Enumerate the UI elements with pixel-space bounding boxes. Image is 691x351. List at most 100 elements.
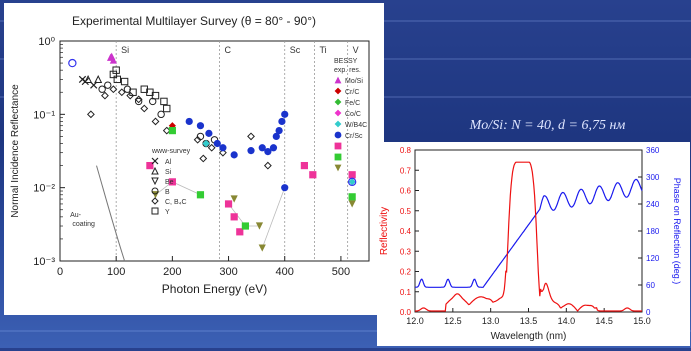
survey-legend-marker <box>151 197 159 205</box>
y2-tick-label: 0 <box>646 308 651 317</box>
data-point <box>230 213 238 221</box>
survey-point <box>149 97 157 106</box>
x-axis-label: Photon Energy (eV) <box>162 282 267 296</box>
data-point <box>278 117 286 126</box>
survey-point <box>84 75 93 84</box>
survey-legend-marker <box>151 177 159 186</box>
survey-legend-label: C, B₄C <box>165 199 187 206</box>
reflectivity-chart-panel: 12.0 12.5 13.0 13.5 14.0 14.5 15.0 Wavelength (… <box>377 142 690 346</box>
survey-chart-panel: Experimental Multilayer Survey (θ = 80° … <box>4 3 384 315</box>
survey-point <box>134 97 143 106</box>
x-axis-label: Wavelength (nm) <box>491 331 567 342</box>
connector-line <box>261 187 286 249</box>
reflectivity-chart: 12.0 12.5 13.0 13.5 14.0 14.5 15.0 Wavelength (… <box>379 146 682 342</box>
survey-point <box>263 161 272 170</box>
survey-point <box>160 97 168 106</box>
au-label: Au- <box>70 212 82 219</box>
data-point <box>205 129 213 137</box>
data-point <box>348 171 356 179</box>
survey-point <box>219 148 227 157</box>
x-tick-label: 13.5 <box>520 316 538 326</box>
y2-tick-label: 180 <box>646 227 660 236</box>
survey-legend-label: Y <box>165 209 170 216</box>
survey-point <box>104 81 112 89</box>
y-tick-label: 0.4 <box>400 227 412 236</box>
survey-point <box>151 91 160 100</box>
survey-point <box>101 91 109 100</box>
data-point <box>168 178 176 186</box>
legend-marker <box>334 109 342 117</box>
survey-chart: Experimental Multilayer Survey (θ = 80° … <box>10 14 370 296</box>
x-tick-label: 13.0 <box>482 316 500 326</box>
legend-label: Co/C <box>345 111 361 118</box>
legend-marker <box>334 87 342 95</box>
y-tick-label: 10⁻³ <box>33 256 55 268</box>
x-tick-label: 14.0 <box>558 316 576 326</box>
x-tick-label: 15.0 <box>633 316 651 326</box>
y-tick-label: 10⁻² <box>33 183 55 195</box>
survey-legend-marker <box>151 166 159 175</box>
chart-title: Experimental Multilayer Survey (θ = 80° … <box>72 14 316 28</box>
y-axis-label: Normal Incidence Reflectance <box>10 84 21 218</box>
y-axis-label: Reflectivity <box>379 207 390 255</box>
edge-label: V <box>353 45 359 55</box>
x-tick-label: 14.5 <box>595 316 613 326</box>
y2-tick-label: 360 <box>646 146 660 155</box>
x-tick-label: 500 <box>332 266 350 278</box>
data-point <box>348 200 356 208</box>
legend-marker <box>334 120 342 128</box>
data-point <box>255 222 264 230</box>
survey-point <box>112 66 120 74</box>
survey-legend-marker <box>151 187 159 195</box>
data-point <box>219 144 227 152</box>
y-tick-label: 0.6 <box>400 187 412 196</box>
legend-marker <box>334 98 342 106</box>
data-point <box>300 161 308 170</box>
survey-point <box>193 135 202 144</box>
survey-point <box>117 88 126 97</box>
y-tick-label: 0.8 <box>400 146 412 155</box>
survey-point <box>247 132 255 141</box>
survey-point <box>120 77 129 86</box>
x-tick-label: 400 <box>276 266 294 278</box>
survey-point <box>163 104 171 113</box>
legend-marker <box>334 131 342 139</box>
data-point <box>281 184 289 192</box>
data-point <box>275 127 283 135</box>
data-point <box>202 139 210 148</box>
survey-point <box>140 104 149 113</box>
au-coating-curve <box>96 165 126 262</box>
edge-label: C <box>225 45 232 55</box>
y-tick-label: 0.5 <box>400 207 412 216</box>
survey-legend-label: Be <box>165 179 174 186</box>
legend-marker <box>334 142 342 150</box>
data-point <box>348 193 356 201</box>
x-tick-label: 200 <box>163 266 181 278</box>
x-tick-label: 12.0 <box>406 316 424 326</box>
au-label-2: coating <box>72 221 95 228</box>
legend-marker <box>334 164 342 172</box>
data-point <box>196 191 205 199</box>
y-tick-label: 0.3 <box>400 247 412 256</box>
data-point <box>258 244 266 252</box>
y2-axis-label: Phase on Reflection (deg.) <box>672 178 682 285</box>
data-point <box>241 222 249 230</box>
data-point <box>146 161 154 170</box>
y-tick-label: 10⁻¹ <box>33 109 55 121</box>
legend-label: Fe/C <box>345 100 360 107</box>
data-point <box>168 127 176 135</box>
data-point <box>258 144 266 152</box>
data-point <box>272 132 280 141</box>
survey-legend-label: Si <box>165 169 172 176</box>
y-tick-label: 10⁰ <box>38 36 55 48</box>
legend-label: Cr/Sc <box>345 133 363 140</box>
survey-point <box>134 95 143 104</box>
legend-label: Mo/Si <box>345 78 363 85</box>
edge-label: Si <box>121 45 129 55</box>
survey-point <box>86 110 95 119</box>
survey-legend-label: Al <box>165 159 172 166</box>
y-tick-label: 0.1 <box>400 288 412 297</box>
data-point <box>309 171 317 179</box>
data-point <box>247 147 255 155</box>
x-tick-label: 300 <box>219 266 237 278</box>
